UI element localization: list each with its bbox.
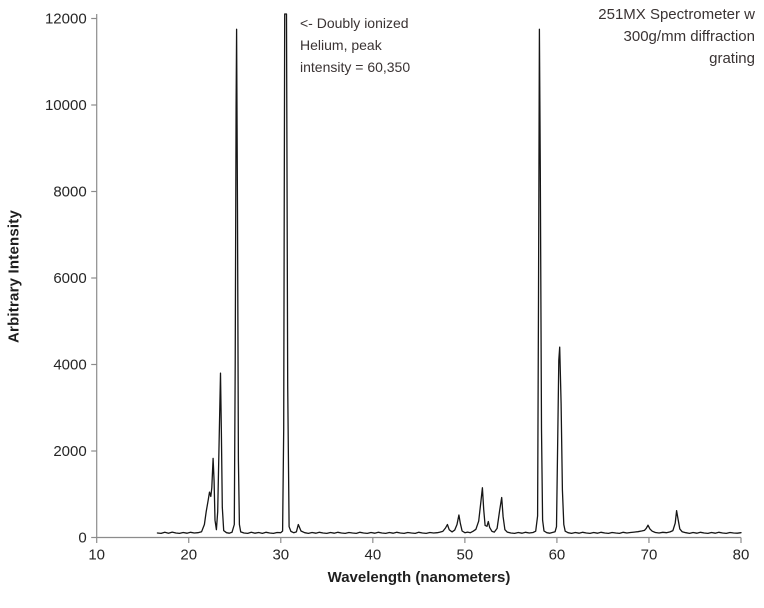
y-tick-label: 4000 xyxy=(53,357,86,374)
peak-annotation-line-3: intensity = 60,350 xyxy=(300,59,411,75)
y-tick-label: 8000 xyxy=(53,184,86,201)
x-tick-label: 80 xyxy=(733,547,750,564)
spectrum-line xyxy=(156,13,742,535)
peak-annotation: <- Doubly ionized Helium, peak intensity… xyxy=(300,12,410,78)
x-tick-label: 10 xyxy=(88,547,105,564)
peak-annotation-line-1: <- Doubly ionized xyxy=(300,15,409,31)
y-tick-label: 0 xyxy=(78,530,86,547)
y-tick-label: 6000 xyxy=(53,270,86,287)
y-tick-label: 12000 xyxy=(45,11,87,28)
x-tick-label: 30 xyxy=(272,547,289,564)
y-tick-label: 2000 xyxy=(53,443,86,460)
chart-title-line-2: 300g/mm diffraction xyxy=(623,28,755,45)
peak-annotation-line-2: Helium, peak xyxy=(300,37,382,53)
x-axis-title: Wavelength (nanometers) xyxy=(327,569,511,586)
x-tick-label: 20 xyxy=(180,547,197,564)
chart-title-line-1: 251MX Spectrometer w xyxy=(598,6,755,23)
x-tick-label: 70 xyxy=(641,547,658,564)
axes xyxy=(96,14,741,539)
x-axis-ticks: 10 20 30 40 50 60 70 80 xyxy=(88,537,750,564)
x-tick-label: 50 xyxy=(457,547,474,564)
y-axis-title: Arbitrary Intensity xyxy=(5,210,23,343)
y-axis-ticks: 0 2000 4000 6000 8000 10000 12000 xyxy=(45,11,97,547)
x-tick-label: 40 xyxy=(364,547,381,564)
y-tick-label: 10000 xyxy=(45,97,87,114)
chart-title-line-3: grating xyxy=(709,50,755,67)
chart-title: 251MX Spectrometer w 300g/mm diffraction… xyxy=(598,4,755,70)
x-tick-label: 60 xyxy=(549,547,566,564)
